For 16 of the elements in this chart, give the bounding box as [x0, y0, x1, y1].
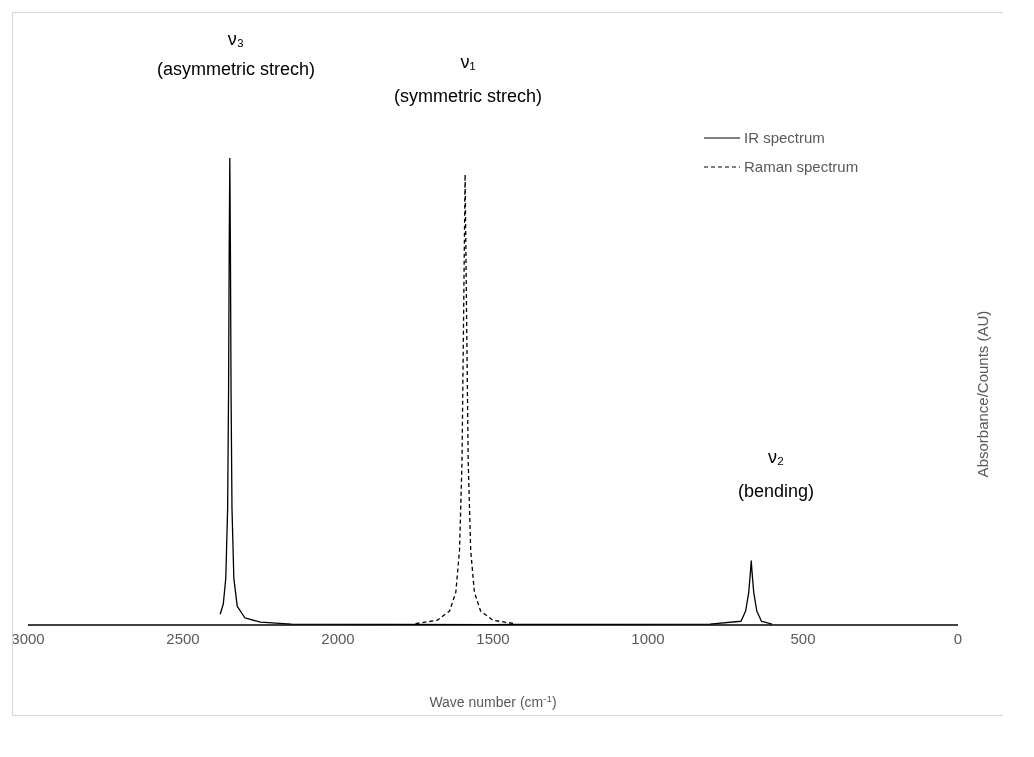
x-tick-label: 1000 [631, 629, 665, 647]
y-axis-title: Absorbance/Counts (AU) [974, 310, 991, 478]
text: ν₁ [460, 51, 476, 72]
x-tick-label: 2500 [166, 629, 200, 647]
annotation: ν₂ [768, 446, 784, 467]
text: (symmetric strech) [394, 85, 542, 106]
x-tick-label: 500 [790, 629, 816, 647]
legend-label: Raman spectrum [744, 158, 859, 175]
x-tick-label: 1500 [476, 629, 510, 647]
x-tick-label: 2000 [321, 629, 355, 647]
x-tick-label: 0 [953, 629, 963, 647]
text: ν₃ [227, 28, 245, 49]
text: (asymmetric strech) [156, 58, 316, 79]
legend-label: IR spectrum [744, 129, 825, 146]
annotation: (bending) [737, 480, 815, 501]
x-axis-title: Wave number (cm$^{-1}$) [429, 692, 557, 710]
